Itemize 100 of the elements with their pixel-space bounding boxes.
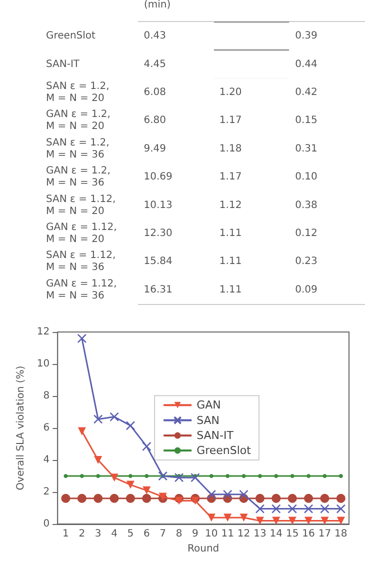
point (256, 516, 264, 525)
data-label: 0.12 (295, 228, 318, 239)
data-label: 1.17 (219, 115, 242, 126)
point (94, 456, 102, 464)
x-tick-label: 14 (270, 528, 283, 540)
point (64, 474, 68, 478)
point (288, 504, 297, 514)
x-tick-label: 10 (205, 528, 218, 540)
y-tick-label: SAN-IT (46, 58, 80, 70)
x-tick-label: 12 (237, 528, 250, 540)
legend-label: GreenSlot (196, 444, 252, 457)
point (142, 494, 152, 503)
point (338, 474, 343, 478)
y-tick-label: 12 (36, 326, 50, 338)
point (336, 504, 346, 514)
point (320, 504, 330, 514)
y-tick-label: SAN ε = 1.2, M = N = 36 (46, 137, 110, 160)
y-tick-label: GAN ε = 1.2, M = N = 36 (46, 166, 110, 189)
x-tick-label: 6 (143, 528, 150, 540)
point (288, 494, 297, 503)
y-tick-label: GAN ε = 1.12, M = N = 36 (46, 278, 117, 302)
data-label: 0.43 (144, 30, 166, 42)
point (336, 494, 346, 503)
point (255, 504, 265, 514)
point (126, 420, 136, 430)
y-tick-label: 6 (43, 422, 50, 434)
point (272, 494, 281, 503)
point (304, 494, 314, 503)
point (175, 496, 184, 505)
point (158, 471, 168, 481)
data-label: 0.23 (295, 256, 318, 268)
x-tick-label: 13 (254, 528, 266, 540)
data-label: 0.09 (295, 284, 318, 296)
x-tick-label: 11 (221, 528, 234, 540)
point (126, 494, 135, 503)
point (110, 412, 119, 422)
point (94, 494, 103, 503)
x-tick-label: 7 (160, 528, 166, 540)
point (226, 474, 230, 478)
point (288, 516, 296, 525)
x-tick-label: 18 (334, 528, 348, 540)
point (190, 472, 200, 482)
point (61, 494, 70, 503)
data-label: 12.30 (144, 228, 172, 239)
point (206, 490, 216, 500)
point (110, 494, 119, 503)
point (207, 514, 216, 522)
data-label: 1.17 (219, 172, 242, 183)
point (240, 514, 248, 522)
data-label: 0.10 (295, 172, 318, 183)
x-tick-label: 16 (302, 528, 315, 540)
point (272, 516, 280, 525)
point (258, 474, 262, 478)
point (93, 414, 103, 424)
y-tick-label: SAN ε = 1.12, M = N = 20 (46, 194, 116, 217)
x-tick-label: 3 (94, 528, 102, 540)
data-label: 0.38 (295, 200, 318, 211)
data-label: 1.11 (219, 256, 242, 268)
data-label: 1.18 (219, 143, 242, 154)
point (272, 504, 281, 514)
data-label: 6.80 (144, 115, 166, 126)
legend-label: SAN (196, 414, 220, 427)
point (255, 494, 264, 503)
data-label: 4.45 (144, 58, 166, 70)
data-label: 0.15 (295, 115, 318, 126)
y-tick-label: GreenSlot (46, 30, 96, 42)
point (142, 442, 152, 452)
point (128, 474, 132, 478)
y-tick-label: 4 (43, 454, 50, 466)
x-tick-label: 5 (127, 528, 134, 540)
point (110, 474, 118, 482)
point (336, 516, 345, 525)
point (290, 474, 294, 478)
x-tick-label: 8 (176, 528, 182, 540)
legend-label: GAN (196, 398, 221, 412)
point (304, 516, 313, 525)
data-label: 6.08 (144, 87, 166, 98)
point (322, 474, 327, 478)
data-label: 16.31 (144, 284, 172, 296)
point (142, 486, 151, 494)
data-label: 1.11 (219, 284, 242, 296)
point (320, 516, 329, 525)
point (77, 334, 87, 344)
point (144, 474, 149, 478)
x-tick-label: 9 (192, 528, 198, 540)
y-tick-label: GAN ε = 1.2, M = N = 20 (46, 109, 110, 132)
point (274, 474, 278, 478)
y-tick-label: SAN ε = 1.12, M = N = 36 (46, 250, 116, 274)
point (174, 472, 184, 482)
y-tick-label: SAN ε = 1.2, M = N = 20 (46, 81, 110, 104)
point (304, 504, 314, 514)
data-label: 9.49 (144, 143, 166, 154)
point (306, 474, 311, 478)
x-axis-title: Round (187, 544, 220, 554)
data-label: 1.11 (219, 228, 242, 239)
y-tick-label: 2 (43, 486, 50, 498)
data-label: 1.12 (219, 200, 242, 211)
point (126, 480, 134, 489)
data-label: 0.39 (295, 30, 318, 42)
point (191, 496, 200, 505)
